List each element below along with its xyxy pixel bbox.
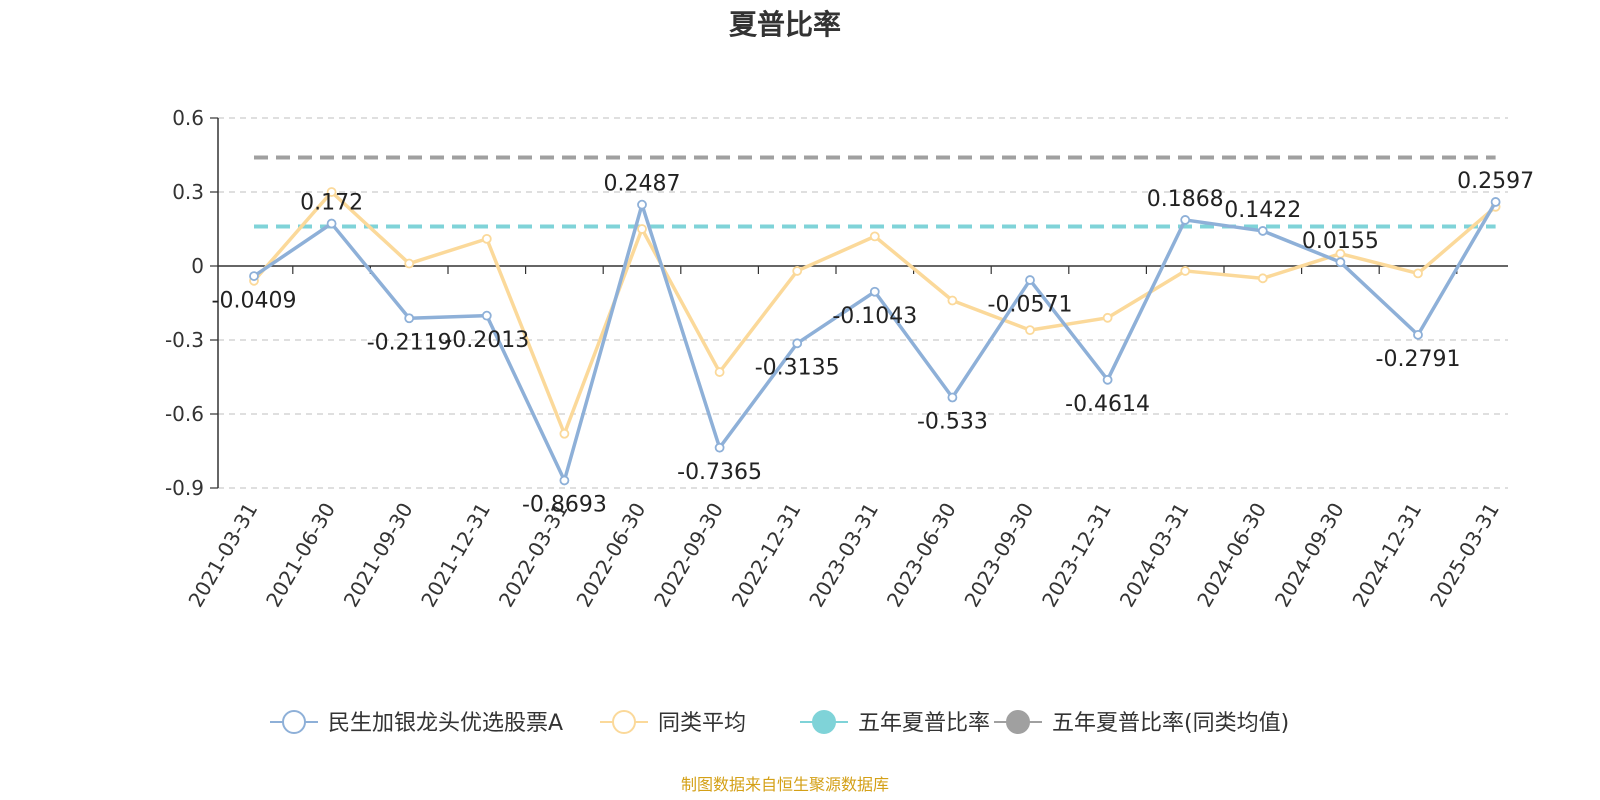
chart-title: 夏普比率 bbox=[729, 8, 841, 41]
data-label: -0.7365 bbox=[677, 460, 762, 485]
x-tick-label: 2025-03-31 bbox=[1425, 499, 1504, 612]
data-labels: -0.0409 0.172 -0.2119-0.2013 -0.8693 0.2487 -… bbox=[212, 169, 1535, 518]
x-tick-label: 2022-12-31 bbox=[727, 499, 806, 612]
x-tick-label: 2023-09-30 bbox=[959, 499, 1038, 612]
data-label: -0.4614 bbox=[1065, 392, 1150, 417]
data-point[interactable] bbox=[714, 367, 725, 377]
data-point[interactable] bbox=[637, 199, 647, 210]
data-point[interactable] bbox=[947, 295, 958, 306]
legend-label: 五年夏普比率(同类均值) bbox=[1052, 711, 1289, 736]
x-tick-label: 2024-06-30 bbox=[1192, 499, 1271, 612]
grid-lines bbox=[218, 117, 1508, 489]
x-tick-label: 2023-06-30 bbox=[882, 499, 961, 612]
x-tick-label: 2021-03-31 bbox=[183, 499, 262, 612]
data-point[interactable] bbox=[404, 258, 415, 269]
data-label: -0.2013 bbox=[444, 328, 529, 353]
data-label: -0.1043 bbox=[832, 304, 917, 329]
data-point[interactable] bbox=[1490, 197, 1501, 207]
y-tick-label: 0 bbox=[191, 254, 204, 278]
y-tick-label: 0.3 bbox=[172, 180, 204, 204]
data-point[interactable] bbox=[869, 231, 880, 242]
legend-item[interactable]: 同类平均 bbox=[600, 710, 746, 736]
data-label: 0.1422 bbox=[1224, 198, 1301, 223]
y-tick-label: -0.9 bbox=[165, 476, 204, 500]
x-tick-label: 2023-03-31 bbox=[804, 499, 883, 612]
data-label: 0.1868 bbox=[1147, 187, 1224, 212]
data-point[interactable] bbox=[947, 392, 958, 403]
x-tick-label: 2022-09-30 bbox=[649, 499, 728, 612]
legend-label: 民生加银龙头优选股票A bbox=[328, 711, 563, 736]
legend-item[interactable]: 五年夏普比率 bbox=[800, 710, 990, 736]
x-tick-label: 2023-12-31 bbox=[1037, 499, 1116, 612]
data-label: 0.2487 bbox=[604, 172, 681, 197]
x-tick-label: 2021-12-31 bbox=[416, 499, 495, 612]
data-point[interactable] bbox=[1335, 257, 1346, 268]
x-tick-label: 2021-06-30 bbox=[261, 499, 340, 612]
x-tick-label: 2024-09-30 bbox=[1270, 499, 1349, 612]
data-point[interactable] bbox=[559, 475, 570, 486]
data-label: -0.2119 bbox=[367, 330, 452, 355]
data-point[interactable] bbox=[869, 286, 880, 297]
data-point[interactable] bbox=[1102, 312, 1113, 323]
data-point[interactable] bbox=[1025, 275, 1035, 285]
data-label: 0.2597 bbox=[1457, 169, 1534, 194]
data-point[interactable] bbox=[714, 442, 725, 453]
data-point[interactable] bbox=[481, 310, 492, 321]
y-tick-label: -0.6 bbox=[165, 402, 204, 426]
legend-label: 同类平均 bbox=[658, 711, 746, 736]
data-point[interactable] bbox=[1025, 325, 1035, 336]
data-label: -0.0409 bbox=[212, 288, 297, 313]
data-point[interactable] bbox=[1180, 215, 1191, 225]
data-label: 0.172 bbox=[300, 191, 363, 216]
legend-item[interactable]: 民生加银龙头优选股票A bbox=[270, 710, 563, 736]
y-tick-label: -0.3 bbox=[165, 328, 204, 352]
series-group bbox=[249, 155, 1501, 486]
data-point[interactable] bbox=[249, 271, 259, 281]
legend-marker bbox=[282, 710, 306, 734]
x-tick-label: 2024-12-31 bbox=[1347, 499, 1426, 612]
x-tick-label: 2024-03-31 bbox=[1115, 499, 1194, 612]
data-point[interactable] bbox=[1257, 273, 1268, 284]
data-point[interactable] bbox=[1257, 226, 1268, 236]
data-point[interactable] bbox=[792, 338, 803, 349]
data-point[interactable] bbox=[481, 233, 492, 244]
data-label: -0.533 bbox=[917, 410, 988, 435]
data-point[interactable] bbox=[404, 313, 415, 324]
legend-marker bbox=[612, 710, 636, 734]
legend-marker bbox=[812, 710, 836, 734]
data-point[interactable] bbox=[326, 187, 337, 197]
data-point[interactable] bbox=[1413, 268, 1423, 279]
y-tick-label: 0.6 bbox=[172, 106, 204, 130]
data-source-note: 制图数据来自恒生聚源数据库 bbox=[681, 775, 889, 794]
data-point[interactable] bbox=[637, 224, 647, 234]
data-point[interactable] bbox=[792, 266, 803, 276]
data-label: -0.2791 bbox=[1376, 347, 1461, 372]
data-label: -0.3135 bbox=[755, 356, 840, 381]
data-point[interactable] bbox=[326, 218, 337, 229]
data-label: -0.0571 bbox=[988, 292, 1073, 317]
x-tick-label: 2021-09-30 bbox=[339, 499, 418, 612]
data-point[interactable] bbox=[1102, 374, 1113, 385]
legend[interactable]: 民生加银龙头优选股票A 同类平均 五年夏普比率 五年夏普比率(同类均值) bbox=[270, 710, 1289, 736]
data-point[interactable] bbox=[1413, 329, 1423, 340]
y-axis: 0.6 0.3 0 -0.3 -0.6 -0.9 bbox=[165, 106, 219, 500]
data-point[interactable] bbox=[1180, 266, 1191, 276]
legend-marker bbox=[1006, 710, 1030, 734]
legend-label: 五年夏普比率 bbox=[858, 711, 990, 736]
legend-item[interactable]: 五年夏普比率(同类均值) bbox=[994, 710, 1289, 736]
data-point[interactable] bbox=[559, 428, 570, 439]
data-label: -0.8693 bbox=[522, 493, 607, 518]
data-label: 0.0155 bbox=[1302, 229, 1379, 254]
